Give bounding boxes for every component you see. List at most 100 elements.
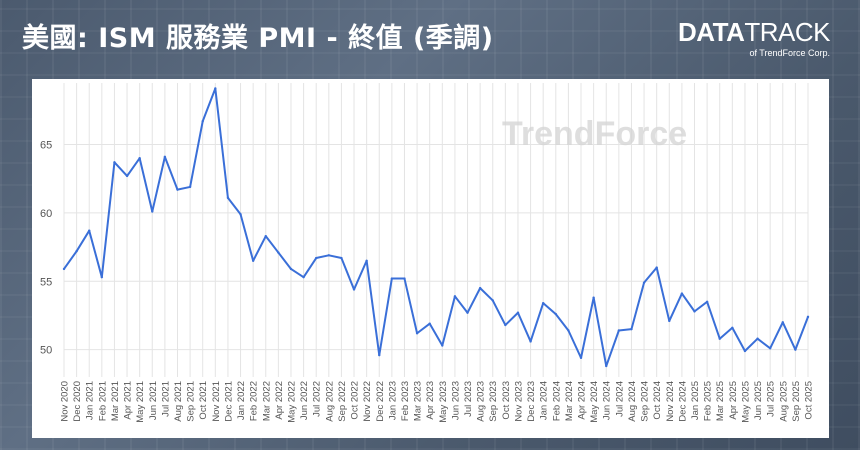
x-tick-label: Jan 2025 (690, 381, 701, 420)
x-tick-label: Feb 2021 (97, 381, 108, 421)
data-point (567, 329, 570, 332)
x-tick-label: Mar 2024 (564, 381, 575, 421)
data-point (768, 347, 772, 350)
logo-part2: TRACK (744, 17, 830, 47)
data-point (327, 254, 331, 257)
x-tick-label: Aug 2021 (173, 381, 184, 422)
x-tick-label: Oct 2023 (501, 381, 512, 420)
data-point (516, 311, 520, 314)
x-tick-label: Dec 2024 (677, 381, 688, 422)
data-point (705, 300, 709, 303)
x-tick-label: Nov 2024 (665, 381, 676, 422)
x-tick-label: Apr 2022 (274, 381, 285, 420)
y-tick-labels: 50 55 60 65 (40, 140, 52, 357)
data-point (491, 299, 494, 302)
x-tick-label: May 2023 (438, 381, 449, 423)
data-point (529, 340, 532, 343)
data-point (756, 337, 759, 340)
x-tick-label: Jan 2023 (387, 381, 398, 420)
data-point (415, 332, 419, 335)
data-point (617, 329, 621, 332)
x-tick-label: May 2024 (589, 381, 600, 423)
data-point (138, 157, 141, 160)
data-point (806, 315, 810, 319)
data-point (163, 155, 167, 159)
x-tick-label: May 2025 (740, 381, 751, 423)
x-tick-label: Jul 2021 (160, 381, 171, 417)
grid-layer (63, 83, 809, 377)
data-point (579, 356, 583, 360)
data-point (88, 229, 91, 232)
data-point (151, 210, 154, 213)
x-tick-label: Sep 2024 (640, 381, 651, 422)
x-tick-label: Mar 2022 (261, 381, 272, 421)
data-point (302, 275, 305, 279)
x-tick-label: Jan 2021 (85, 381, 96, 420)
data-point (441, 344, 444, 347)
x-tick-label: Feb 2025 (703, 381, 714, 421)
data-point (630, 327, 633, 331)
x-tick-label: Nov 2020 (60, 381, 71, 422)
trendforce-watermark: TrendForce (502, 115, 687, 153)
x-tick-label: Sep 2025 (791, 381, 802, 422)
data-point (428, 322, 431, 325)
y-tick-label: 65 (40, 140, 52, 152)
x-tick-label: Nov 2022 (362, 381, 373, 422)
data-point (251, 259, 255, 262)
x-tick-label: Jul 2022 (312, 381, 323, 417)
x-tick-label: Dec 2021 (223, 381, 234, 422)
x-tick-label: Jan 2024 (539, 381, 550, 420)
x-tick-label: Nov 2023 (513, 381, 524, 422)
series-line (63, 87, 809, 368)
page-title: 美國: ISM 服務業 PMI - 終值 (季調) (22, 23, 494, 54)
x-tick-label: Jul 2025 (766, 381, 777, 417)
x-tick-labels: Nov 2020 Dec 2020 Jan 2021 Feb 2021 Mar 2021… (60, 381, 815, 423)
data-point (554, 312, 557, 316)
data-point (794, 348, 797, 351)
data-point (378, 353, 381, 357)
x-tick-label: Dec 2022 (375, 381, 386, 422)
x-tick-label: Oct 2022 (350, 381, 361, 420)
data-point (693, 310, 696, 313)
logo-subtitle: of TrendForce Corp. (749, 48, 830, 58)
x-tick-label: Jul 2023 (463, 381, 474, 417)
x-tick-label: Apr 2021 (123, 381, 134, 420)
x-tick-label: Dec 2020 (72, 381, 83, 422)
data-point (239, 213, 242, 216)
data-point (264, 234, 267, 238)
x-tick-label: Feb 2024 (551, 381, 562, 421)
x-tick-label: Oct 2024 (652, 381, 663, 420)
x-tick-label: Aug 2024 (627, 381, 638, 422)
data-point (642, 281, 646, 284)
y-tick-label: 55 (40, 276, 52, 288)
x-tick-label: Mar 2021 (110, 381, 121, 421)
y-tick-label: 50 (40, 345, 52, 357)
data-point (478, 286, 482, 290)
x-tick-label: May 2022 (286, 381, 297, 423)
data-point (466, 311, 469, 314)
x-tick-label: Sep 2022 (337, 381, 348, 422)
x-tick-label: Nov 2021 (211, 381, 222, 422)
data-point (113, 161, 116, 164)
y-tick-label: 60 (40, 208, 52, 220)
data-point (277, 251, 280, 254)
x-tick-label: Jan 2022 (236, 381, 247, 420)
data-point (731, 326, 734, 329)
chart-panel: TrendForce 50 55 60 65 Nov 2020 Dec 2020 Jan … (32, 79, 829, 438)
data-point (453, 295, 457, 298)
x-tick-label: Sep 2023 (488, 381, 499, 422)
data-point (62, 267, 66, 271)
x-tick-label: Jun 2022 (299, 381, 310, 420)
x-tick-label: Jun 2024 (602, 381, 613, 420)
data-point (592, 296, 595, 299)
x-tick-label: Apr 2024 (577, 381, 588, 420)
data-points (62, 87, 810, 368)
x-tick-label: Aug 2023 (476, 381, 487, 422)
data-point (214, 87, 217, 90)
x-tick-label: Mar 2023 (413, 381, 424, 421)
data-point (781, 321, 784, 324)
data-point (365, 259, 368, 262)
x-tick-label: Oct 2025 (804, 381, 815, 420)
data-point (75, 249, 78, 253)
